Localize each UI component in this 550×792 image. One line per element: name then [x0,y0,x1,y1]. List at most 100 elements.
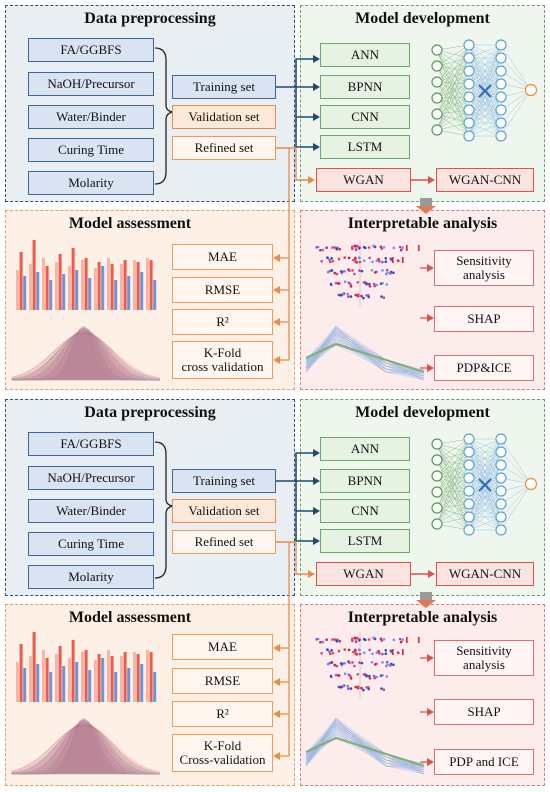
shap-point [329,652,332,656]
ice-line [305,334,425,381]
shap-point [349,675,352,678]
shap-point [357,648,361,652]
neuron-node [431,486,443,498]
panel-title: Model assessment [68,215,192,232]
shap-point [354,293,358,297]
shap-point [377,257,380,261]
shap-point [365,294,368,297]
bar-mark [71,640,75,702]
training-set-box: Training set [172,469,276,493]
wgan-cnn-box: WGAN-CNN [436,168,534,192]
shap-point [335,639,339,643]
shap-point [365,686,368,689]
neuron-node [431,108,443,120]
bar-mark [107,258,110,310]
ice-line [305,332,425,379]
metric-box: R² [172,309,273,335]
shap-point [319,248,322,252]
bar-mark [153,672,157,702]
shap-point [330,269,334,272]
method-box: SHAP [434,699,534,725]
shap-point [348,661,351,664]
neuron-node [495,117,507,129]
bar-mark [97,654,101,702]
shap-point [335,247,339,251]
neuron-node [431,454,443,466]
shap-point [360,269,364,273]
bar-mark [16,270,19,310]
density-curve [11,723,161,774]
shap-point [384,649,388,652]
bar-mark [140,272,144,310]
shap-point [320,652,323,655]
shap-point [367,686,370,689]
neuron-node [431,124,443,136]
method-box: Sensitivity analysis [434,640,534,676]
feature-box: Curing Time [28,138,154,162]
shap-point [337,674,341,677]
shap-point [372,636,375,640]
bar-mark [146,650,149,702]
neuron-node [463,91,475,103]
bar-mark [62,666,66,702]
shap-point [381,673,384,677]
method-box: SHAP [434,306,534,332]
validation-set-box: Validation set [172,499,276,523]
shap-point [325,638,328,641]
bar-mark [55,262,58,310]
shap-point [343,672,347,676]
shap-point [385,664,388,668]
neuron-node [495,65,507,77]
shap-point [351,247,354,251]
training-set-box: Training set [172,75,276,99]
shap-point [365,282,368,286]
bar-mark [110,264,114,310]
shap-swarm-thumbnail [315,240,420,306]
density-curve [11,722,161,775]
neural-network-icon [431,39,538,142]
shap-point [360,661,364,665]
bar-mark [62,274,66,310]
shap-point [362,688,365,692]
bar-mark [68,658,71,702]
dropout-cross-icon [478,478,492,492]
shap-point [353,244,357,248]
feature-box: NaOH/Precursor [28,466,154,490]
ice-line [305,343,425,379]
shap-point [381,269,384,272]
shap-point [367,246,371,249]
bar-mark [123,260,127,310]
shap-point [382,246,386,249]
neuron-node [495,446,507,458]
shap-point [392,638,396,642]
bar-chart-thumbnail [16,240,157,310]
bar-mark [88,278,92,310]
shap-point [357,293,360,297]
shap-point [354,248,358,252]
shap-point [333,663,336,667]
bar-mark [120,656,123,702]
shap-point [351,661,354,664]
shap-point [418,245,420,251]
refined-set-box: Refined set [172,136,276,160]
shap-point [399,640,403,644]
shap-point [363,651,366,655]
density-curve [11,721,161,775]
bar-mark [97,262,101,310]
shap-point [358,269,361,272]
shap-point [358,246,361,249]
panel-title: Interpretable analysis [347,215,498,232]
shap-point [362,637,366,641]
neuron-node [495,104,507,116]
shap-point [356,244,359,248]
shap-point [362,296,365,300]
wgan-box: WGAN [316,168,411,192]
shap-point [339,270,343,273]
shap-point [389,272,392,275]
shap-point [356,281,360,284]
bar-mark [101,266,105,310]
ice-line [305,726,425,775]
shap-point [338,248,342,251]
shap-point [325,246,328,249]
shap-point [379,637,383,641]
